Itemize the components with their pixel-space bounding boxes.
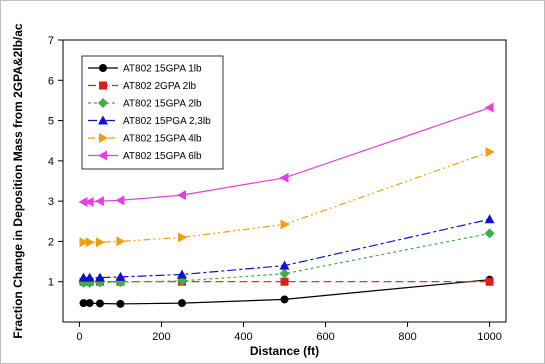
y-tick-label: 4 xyxy=(48,156,54,168)
y-tick-label: 3 xyxy=(48,196,54,208)
data-point xyxy=(280,277,289,286)
x-tick-label: 600 xyxy=(316,331,334,343)
legend-marker xyxy=(99,81,107,90)
y-tick-label: 5 xyxy=(48,116,54,128)
x-tick-label: 1000 xyxy=(477,331,501,343)
data-point xyxy=(485,146,495,157)
data-point xyxy=(279,260,290,270)
data-point xyxy=(116,299,125,308)
data-point xyxy=(84,196,94,207)
data-point xyxy=(280,219,290,230)
data-point xyxy=(177,232,187,243)
data-point xyxy=(484,214,495,224)
x-axis: 0 200 400 600 800 1000 xyxy=(76,322,502,343)
x-tick-label: 400 xyxy=(234,331,252,343)
x-tick-label: 200 xyxy=(152,331,170,343)
data-point xyxy=(280,295,289,304)
x-tick-label: 0 xyxy=(76,331,82,343)
y-tick-label: 7 xyxy=(48,35,54,47)
y-axis: 1 2 3 4 5 6 7 xyxy=(48,35,63,289)
y-tick-label: 6 xyxy=(48,75,54,87)
series-layer xyxy=(78,102,495,308)
y-tick-label: 1 xyxy=(48,277,54,289)
y-tick-label: 2 xyxy=(48,236,54,248)
series-3 xyxy=(78,214,495,282)
data-point xyxy=(94,272,105,282)
data-point xyxy=(84,272,95,282)
legend-label: AT802 2GPA 2lb xyxy=(123,81,196,92)
data-point xyxy=(484,102,494,113)
data-point xyxy=(85,237,95,248)
legend: AT802 15GPA 1lb AT802 2GPA 2lb AT802 15GPA… xyxy=(81,55,224,170)
data-point xyxy=(279,172,289,183)
data-point xyxy=(485,277,494,286)
legend-label: AT802 15GPA 2lb xyxy=(123,99,202,110)
x-tick-label: 800 xyxy=(398,331,416,343)
data-point xyxy=(279,268,290,279)
legend-label: AT802 15GPA 4lb xyxy=(123,134,202,145)
legend-marker xyxy=(98,150,107,161)
legend-marker xyxy=(98,115,108,125)
data-point xyxy=(94,196,104,207)
data-point xyxy=(177,299,186,308)
data-point xyxy=(115,271,126,281)
data-point xyxy=(78,196,88,207)
legend-label: AT802 15GPA 1lb xyxy=(123,64,202,75)
legend-label: AT802 15PGA 2,3lb xyxy=(123,116,211,127)
legend-marker xyxy=(99,64,107,72)
data-point xyxy=(85,299,94,308)
data-point xyxy=(79,237,89,248)
legend-marker xyxy=(99,133,108,143)
data-point xyxy=(484,228,495,239)
series-4 xyxy=(79,146,495,248)
series-5 xyxy=(78,102,494,207)
legend-box xyxy=(81,55,224,170)
data-point xyxy=(95,299,104,308)
data-point xyxy=(115,195,125,206)
legend-label: AT802 15GPA 6lb xyxy=(123,151,202,162)
legend-marker xyxy=(98,98,108,108)
data-point xyxy=(95,237,105,248)
y-axis-label: Fraction Change in Deposition Mass from … xyxy=(11,23,25,338)
x-axis-label: Distance (ft) xyxy=(250,344,319,358)
data-point xyxy=(176,190,186,201)
data-point xyxy=(176,269,187,279)
data-point xyxy=(116,236,126,247)
data-point xyxy=(79,299,88,308)
